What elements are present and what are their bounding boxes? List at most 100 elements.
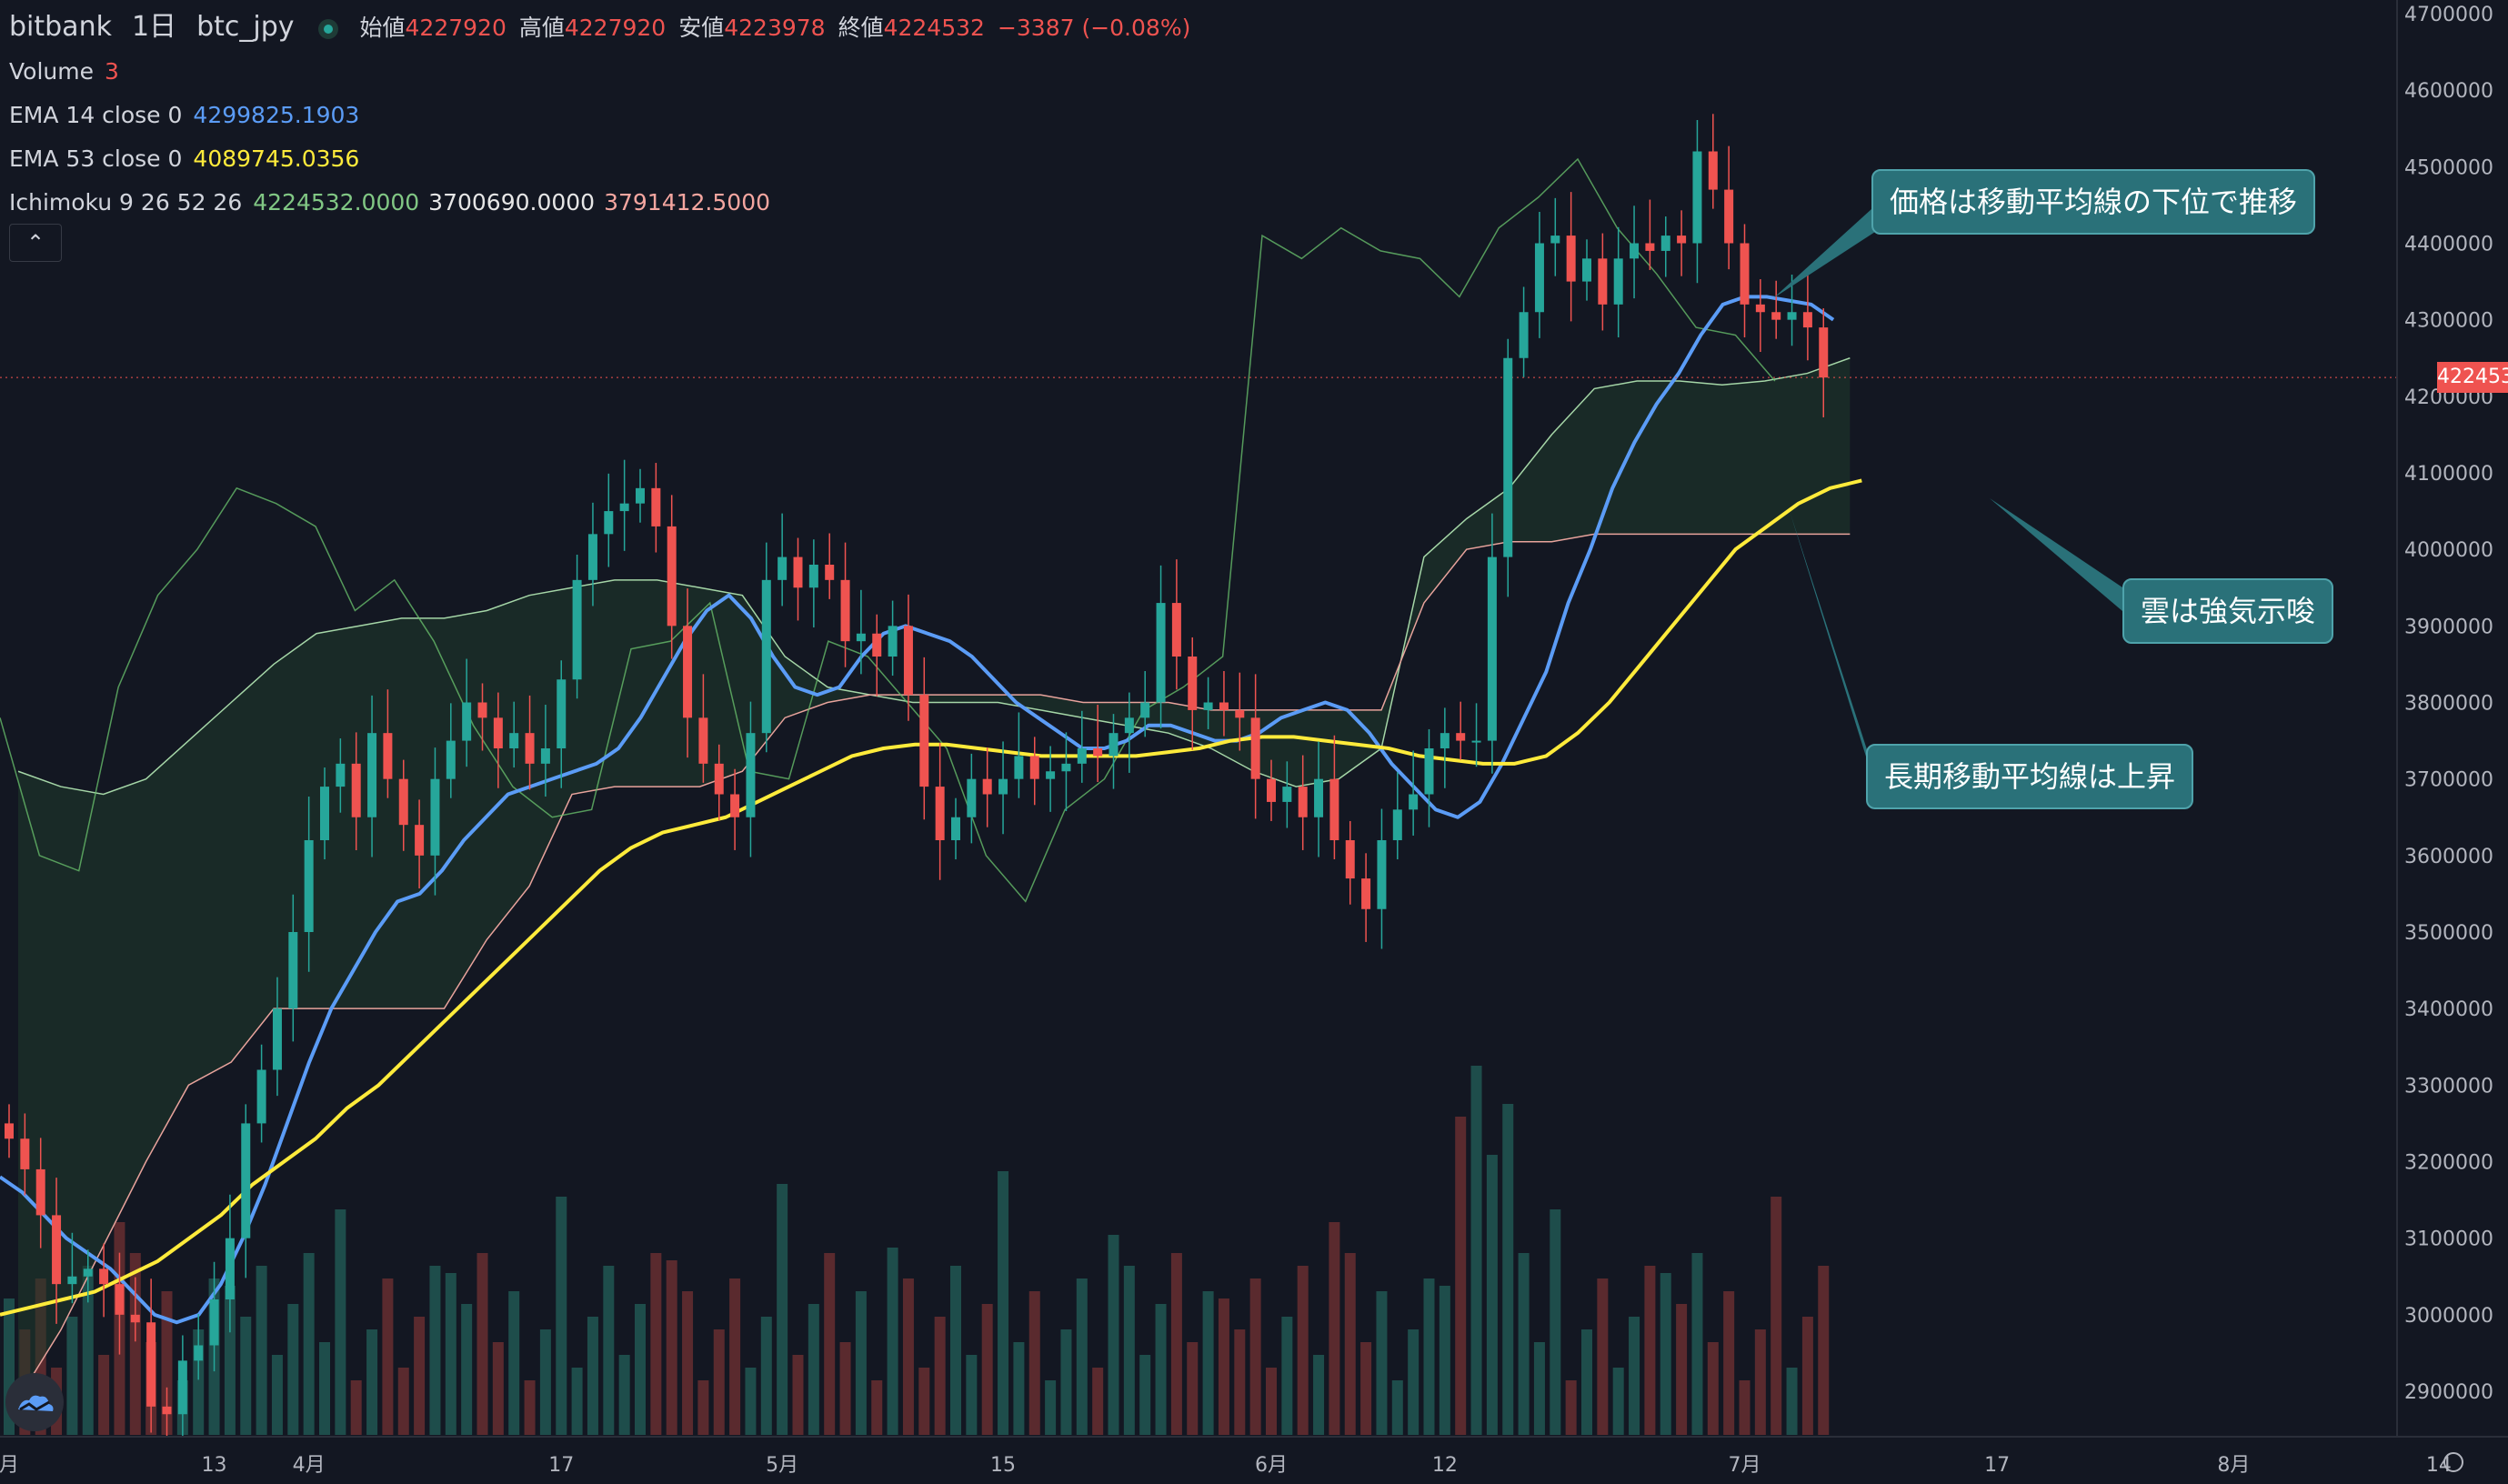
volume-bar bbox=[303, 1253, 315, 1435]
volume-bar bbox=[777, 1184, 788, 1435]
candle-body bbox=[209, 1299, 219, 1346]
volume-bar bbox=[492, 1342, 504, 1435]
candle-body bbox=[808, 565, 818, 588]
indicator-volume[interactable]: Volume 3 bbox=[9, 50, 1203, 94]
indicator-label: Ichimoku 9 26 52 26 bbox=[9, 189, 243, 216]
market-status-icon bbox=[317, 19, 338, 39]
candle-body bbox=[793, 556, 803, 588]
candle-body bbox=[856, 633, 866, 642]
volume-bar bbox=[1076, 1278, 1088, 1435]
volume-bar bbox=[1470, 1066, 1482, 1435]
price-axis-bg[interactable] bbox=[2397, 0, 2508, 1484]
time-axis: 月 13 4月 17 5月 15 6月 12 7月 17 8月 14 bbox=[0, 1436, 2508, 1484]
indicator-value: 3 bbox=[104, 58, 119, 85]
x-tick-label: 15 bbox=[990, 1454, 1016, 1477]
y-tick-label: 3000000 bbox=[2404, 1305, 2493, 1328]
indicator-ema14[interactable]: EMA 14 close 0 4299825.1903 bbox=[9, 94, 1203, 137]
volume-bar bbox=[1518, 1253, 1530, 1435]
candle-body bbox=[1392, 809, 1402, 840]
candle-body bbox=[1534, 243, 1544, 313]
volume-bar bbox=[1707, 1342, 1719, 1435]
candle-body bbox=[714, 763, 724, 795]
volume-bar bbox=[682, 1291, 694, 1435]
callout-cloud-bullish[interactable]: 雲は強気示唆 bbox=[2122, 578, 2334, 644]
collapse-legend-button[interactable]: ⌃ bbox=[9, 224, 62, 262]
x-tick-label: 17 bbox=[1984, 1454, 2010, 1477]
last-price-tag: 4224532 bbox=[2437, 362, 2508, 393]
indicator-value: 3791412.5000 bbox=[604, 189, 771, 216]
symbol-row: bitbank 1日 btc_jpy 始値4227920 高値4227920 安値4223… bbox=[9, 5, 1203, 50]
candle-body bbox=[1819, 327, 1829, 378]
candle-body bbox=[540, 748, 550, 764]
candle-body bbox=[698, 717, 708, 764]
candle-body bbox=[320, 787, 329, 840]
candle-body bbox=[1329, 778, 1339, 840]
candle-body bbox=[1203, 702, 1213, 710]
callout-pointers bbox=[1773, 209, 2128, 775]
volume-bar bbox=[839, 1342, 851, 1435]
volume-bar bbox=[224, 1286, 236, 1435]
indicator-ichimoku[interactable]: Ichimoku 9 26 52 26 4224532.0000 3700690.0… bbox=[9, 181, 1203, 225]
candle-body bbox=[52, 1215, 62, 1285]
close-value: 4224532 bbox=[883, 15, 985, 41]
candle-body bbox=[177, 1360, 187, 1415]
volume-bar bbox=[256, 1266, 267, 1435]
volume-bar bbox=[824, 1253, 836, 1435]
volume-bar bbox=[808, 1304, 819, 1435]
volume-bar bbox=[966, 1355, 978, 1435]
candle-body bbox=[225, 1238, 235, 1299]
exchange-name[interactable]: bitbank bbox=[9, 11, 112, 43]
price-axis: 4700000460000045000004400000430000042000… bbox=[2396, 0, 2508, 1484]
y-tick-label: 3700000 bbox=[2404, 769, 2493, 792]
volume-bar bbox=[918, 1368, 930, 1435]
symbol-name[interactable]: btc_jpy bbox=[196, 11, 295, 43]
callout-long-ma-rising[interactable]: 長期移動平均線は上昇 bbox=[1866, 744, 2194, 809]
candle-body bbox=[1282, 787, 1292, 802]
volume-bar bbox=[1249, 1278, 1261, 1435]
callout-price-below-ma[interactable]: 価格は移動平均線の下位で推移 bbox=[1871, 169, 2316, 235]
span-b-line bbox=[17, 533, 1851, 1399]
candle-body bbox=[1250, 717, 1260, 779]
candle-body bbox=[1029, 756, 1039, 779]
candle-body bbox=[288, 932, 298, 1009]
candle-body bbox=[1613, 258, 1623, 305]
candle-body bbox=[1061, 763, 1071, 772]
volume-bar bbox=[950, 1266, 961, 1435]
indicator-ema53[interactable]: EMA 53 close 0 4089745.0356 bbox=[9, 137, 1203, 181]
volume-bar bbox=[1771, 1197, 1782, 1435]
y-tick-label: 3200000 bbox=[2404, 1152, 2493, 1175]
volume-bar bbox=[713, 1329, 725, 1435]
candle-body bbox=[1171, 603, 1181, 657]
candle-body bbox=[1487, 556, 1497, 741]
candle-body bbox=[1235, 709, 1245, 718]
volume-bar bbox=[161, 1291, 173, 1435]
volume-bar bbox=[1123, 1266, 1135, 1435]
candle-body bbox=[1140, 702, 1150, 718]
interval[interactable]: 1日 bbox=[131, 11, 177, 43]
candle-body bbox=[1124, 717, 1134, 734]
candle-body bbox=[1298, 787, 1308, 817]
volume-bar bbox=[240, 1317, 252, 1435]
volume-bar bbox=[1629, 1317, 1640, 1435]
ema53-line bbox=[0, 478, 1862, 1317]
tradingview-logo[interactable] bbox=[5, 1373, 64, 1431]
y-tick-label: 3900000 bbox=[2404, 616, 2493, 638]
volume-bar bbox=[1266, 1368, 1277, 1435]
y-tick-label: 4100000 bbox=[2404, 463, 2493, 486]
volume-bar bbox=[998, 1171, 1009, 1435]
settings-gear-icon[interactable] bbox=[2443, 1452, 2463, 1472]
candle-body bbox=[162, 1406, 172, 1415]
volume-bar bbox=[414, 1317, 426, 1435]
volume-bar bbox=[1281, 1317, 1293, 1435]
candle-body bbox=[130, 1314, 140, 1323]
x-tick-label: 6月 bbox=[1255, 1454, 1288, 1477]
candle-body bbox=[872, 633, 882, 657]
x-tick-label: 7月 bbox=[1729, 1454, 1761, 1477]
time-axis-bg[interactable] bbox=[0, 1437, 2508, 1484]
candle-body bbox=[1424, 748, 1434, 795]
open-label: 始値 bbox=[359, 15, 406, 41]
candle-body bbox=[1219, 702, 1229, 710]
volume-bar bbox=[1060, 1329, 1072, 1435]
volume-bar bbox=[508, 1291, 520, 1435]
